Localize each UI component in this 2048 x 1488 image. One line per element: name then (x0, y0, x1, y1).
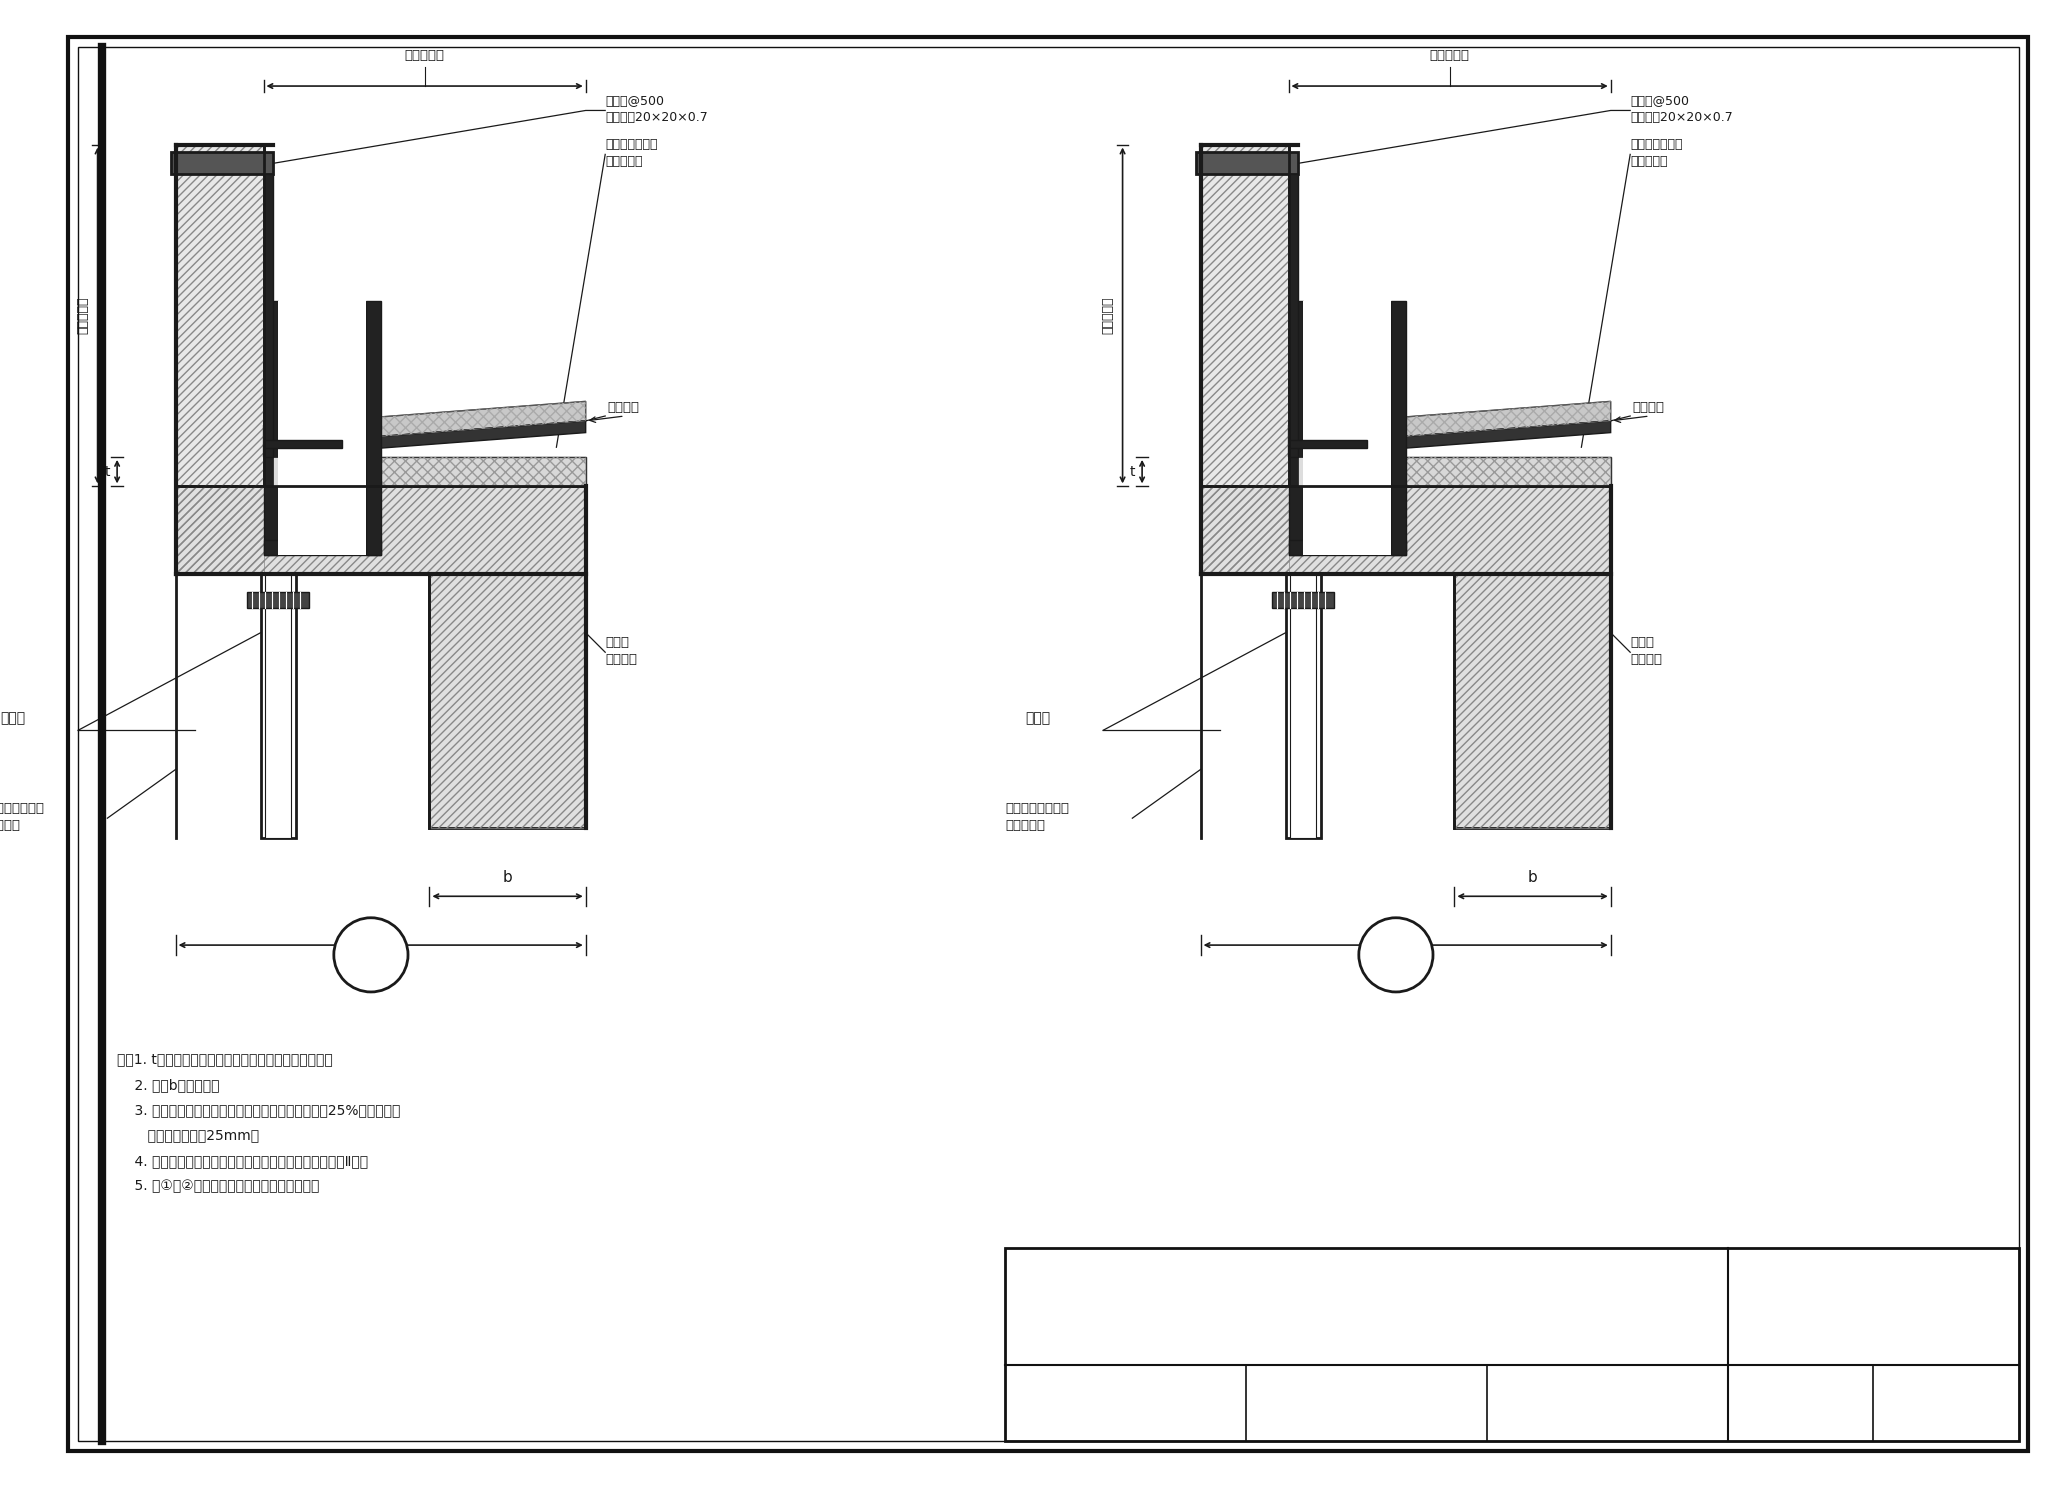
Text: 雨水口: 雨水口 (1024, 711, 1051, 726)
Polygon shape (266, 574, 291, 838)
Text: （半包）: （半包） (1630, 653, 1663, 667)
Text: 2%～3%: 2%～3% (303, 423, 350, 436)
Polygon shape (176, 487, 586, 574)
Text: 2%～3%: 2%～3% (1327, 423, 1374, 436)
Polygon shape (1288, 440, 1366, 448)
Text: 屋面标高: 屋面标高 (1632, 402, 1665, 414)
Polygon shape (264, 457, 586, 487)
Polygon shape (170, 152, 272, 174)
Polygon shape (1196, 152, 1298, 174)
Text: 5. 图①、②适用于热桥部位验算满足的情况。: 5. 图①、②适用于热桥部位验算满足的情况。 (117, 1180, 319, 1193)
Polygon shape (264, 174, 272, 457)
Polygon shape (367, 301, 381, 555)
Polygon shape (264, 440, 342, 448)
Text: 3. 倒置式屋面保温层的设计厚度应按计算厚度增加25%取值，且最: 3. 倒置式屋面保温层的设计厚度应按计算厚度增加25%取值，且最 (117, 1103, 401, 1117)
Polygon shape (1391, 301, 1405, 555)
Polygon shape (1272, 592, 1335, 609)
Text: 水泥钉@500: 水泥钉@500 (1630, 95, 1690, 107)
Polygon shape (1288, 457, 1610, 487)
Polygon shape (264, 301, 279, 555)
Text: 葛坚: 葛坚 (1167, 1396, 1182, 1409)
Text: 注：1. t为保温层厚度，可参考本图集热工性能表选用。: 注：1. t为保温层厚度，可参考本图集热工性能表选用。 (117, 1052, 334, 1067)
Polygon shape (430, 574, 586, 827)
Polygon shape (1290, 574, 1317, 838)
Polygon shape (1288, 402, 1610, 445)
Text: 雨水口: 雨水口 (0, 711, 25, 726)
Text: 框架柱: 框架柱 (606, 637, 629, 649)
Polygon shape (1286, 574, 1321, 838)
Polygon shape (1454, 574, 1610, 827)
Circle shape (1358, 918, 1434, 992)
Text: 按工程设计: 按工程设计 (1102, 296, 1114, 335)
Text: 校对: 校对 (1311, 1396, 1325, 1409)
Polygon shape (1288, 174, 1298, 457)
Text: 按工程设计: 按工程设计 (1430, 49, 1470, 61)
Text: 李文骐: 李文骐 (1645, 1396, 1667, 1409)
Polygon shape (264, 421, 586, 457)
Text: b: b (502, 869, 512, 884)
Polygon shape (1006, 1248, 2019, 1440)
Text: 镀锌垫片20×20×0.7: 镀锌垫片20×20×0.7 (606, 112, 709, 124)
Polygon shape (279, 301, 367, 555)
Circle shape (334, 918, 408, 992)
Polygon shape (1298, 457, 1313, 487)
Text: 按工程设计: 按工程设计 (606, 155, 643, 168)
Text: 框架柱: 框架柱 (1630, 637, 1655, 649)
Text: 屋面保温、防水: 屋面保温、防水 (1630, 138, 1683, 152)
Text: 按工程设计: 按工程设计 (0, 818, 20, 832)
Polygon shape (264, 540, 381, 555)
Text: 小厚度不得小于25mm。: 小厚度不得小于25mm。 (117, 1128, 260, 1143)
Text: 图集号: 图集号 (1862, 1283, 1884, 1295)
Polygon shape (1313, 457, 1391, 487)
Polygon shape (248, 592, 309, 609)
Text: 自保温墙体平屋面檐口构造: 自保温墙体平屋面檐口构造 (1257, 1292, 1477, 1321)
Polygon shape (1200, 144, 1288, 574)
Text: 屋面标高: 屋面标高 (606, 402, 639, 414)
Text: 防水与外饰面做法: 防水与外饰面做法 (1006, 802, 1069, 815)
Polygon shape (264, 402, 586, 445)
Text: 审核: 审核 (1071, 1396, 1085, 1409)
Text: 按工程设计: 按工程设计 (1006, 818, 1044, 832)
Text: 2: 2 (1386, 940, 1405, 969)
Text: 防水与外饰面做法: 防水与外饰面做法 (0, 802, 45, 815)
Text: 按工程设计: 按工程设计 (1630, 155, 1667, 168)
Polygon shape (176, 144, 264, 574)
Polygon shape (1200, 487, 1610, 574)
Text: 按工程设计: 按工程设计 (406, 49, 444, 61)
Text: 金建明: 金建明 (1403, 1396, 1425, 1409)
Polygon shape (1303, 301, 1391, 555)
Polygon shape (260, 574, 295, 838)
Text: 设计: 设计 (1552, 1396, 1567, 1409)
Text: 屋面保温、防水: 屋面保温、防水 (606, 138, 657, 152)
Text: 2. 图中b为半墙厚。: 2. 图中b为半墙厚。 (117, 1077, 219, 1092)
Polygon shape (1288, 301, 1303, 555)
Text: 32: 32 (1933, 1393, 1960, 1412)
Text: （半包）: （半包） (606, 653, 637, 667)
Text: t: t (1130, 464, 1135, 479)
Text: 镀锌垫片20×20×0.7: 镀锌垫片20×20×0.7 (1630, 112, 1733, 124)
Text: t: t (104, 464, 111, 479)
Text: 页: 页 (1796, 1396, 1804, 1409)
Text: 14J105: 14J105 (1841, 1309, 1905, 1327)
Text: b: b (1528, 869, 1538, 884)
Text: 4. 夏热冬冷地区、夏热冬暖地区，推荐采用页岩空心砖Ⅱ型。: 4. 夏热冬冷地区、夏热冬暖地区，推荐采用页岩空心砖Ⅱ型。 (117, 1155, 369, 1168)
Polygon shape (289, 457, 367, 487)
Text: 墙厚: 墙厚 (1397, 949, 1413, 964)
Text: 1: 1 (360, 940, 381, 969)
Polygon shape (1288, 540, 1405, 555)
Polygon shape (1288, 421, 1610, 457)
Text: 墙厚: 墙厚 (373, 949, 389, 964)
Text: 水泥钉@500: 水泥钉@500 (606, 95, 664, 107)
Text: 按工程设计: 按工程设计 (76, 296, 90, 335)
Polygon shape (272, 457, 289, 487)
